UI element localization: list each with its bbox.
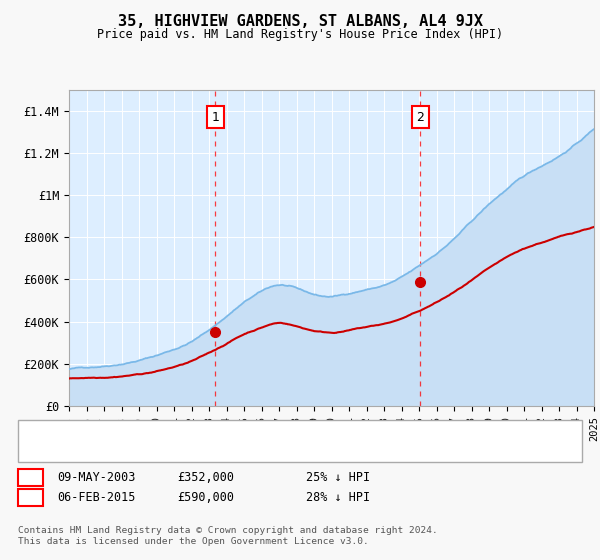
Text: 1: 1 xyxy=(212,110,220,124)
Text: Price paid vs. HM Land Registry's House Price Index (HPI): Price paid vs. HM Land Registry's House … xyxy=(97,28,503,41)
Text: 1: 1 xyxy=(27,471,34,484)
Text: 28% ↓ HPI: 28% ↓ HPI xyxy=(306,491,370,505)
Text: 06-FEB-2015: 06-FEB-2015 xyxy=(57,491,136,505)
Text: 35, HIGHVIEW GARDENS, ST ALBANS, AL4 9JX: 35, HIGHVIEW GARDENS, ST ALBANS, AL4 9JX xyxy=(118,14,482,29)
Text: 2: 2 xyxy=(416,110,424,124)
Text: Contains HM Land Registry data © Crown copyright and database right 2024.
This d: Contains HM Land Registry data © Crown c… xyxy=(18,526,438,546)
Text: 35, HIGHVIEW GARDENS, ST ALBANS, AL4 9JX (detached house): 35, HIGHVIEW GARDENS, ST ALBANS, AL4 9JX… xyxy=(69,427,439,437)
Text: HPI: Average price, detached house, St Albans: HPI: Average price, detached house, St A… xyxy=(69,445,361,455)
Text: 25% ↓ HPI: 25% ↓ HPI xyxy=(306,471,370,484)
Text: £352,000: £352,000 xyxy=(177,471,234,484)
Text: £590,000: £590,000 xyxy=(177,491,234,505)
Text: 09-MAY-2003: 09-MAY-2003 xyxy=(57,471,136,484)
Text: 2: 2 xyxy=(27,491,34,505)
